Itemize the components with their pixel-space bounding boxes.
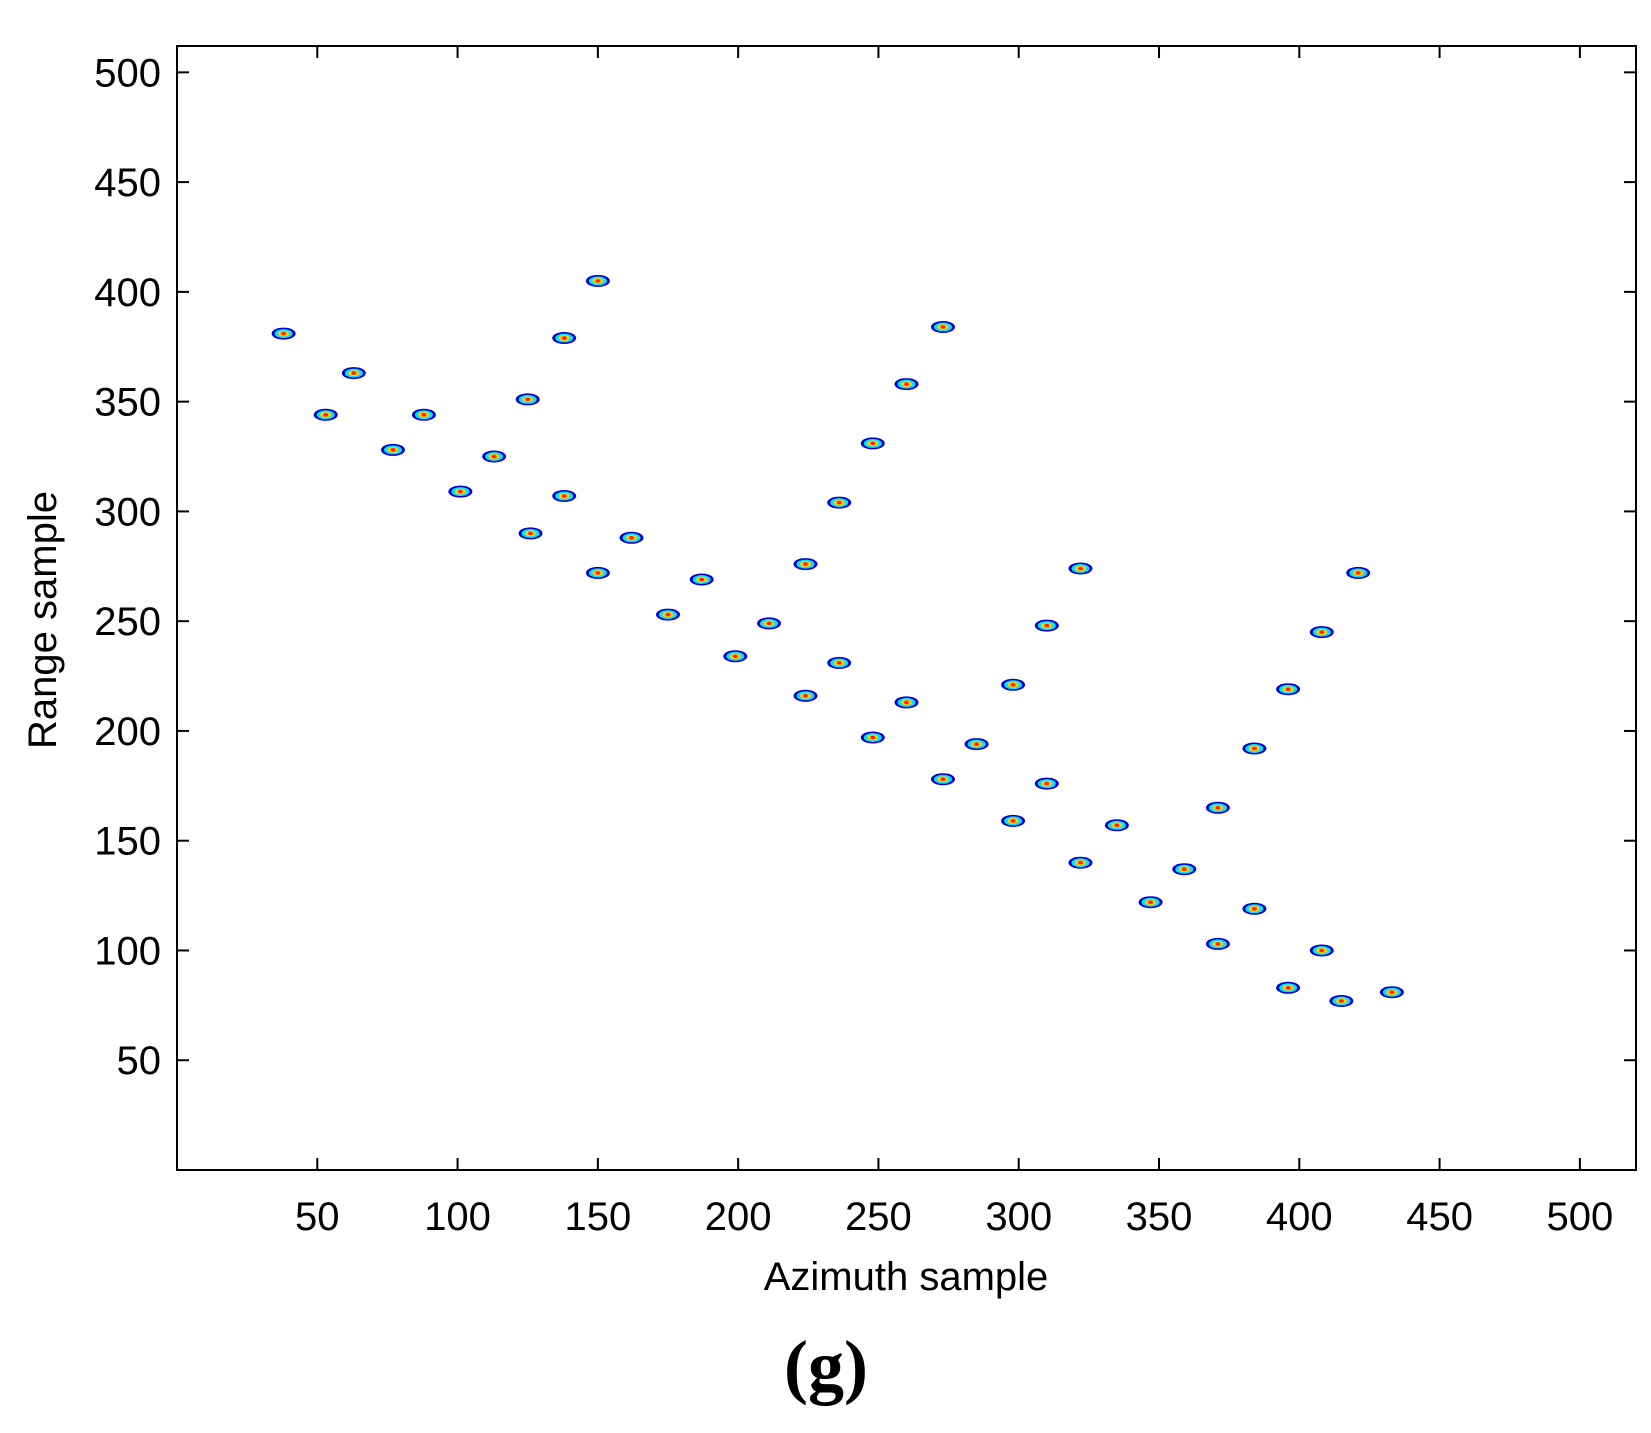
data-point bbox=[1068, 856, 1093, 869]
data-point bbox=[552, 332, 577, 344]
x-tick-label: 300 bbox=[985, 1195, 1052, 1239]
data-point bbox=[894, 696, 919, 709]
x-tick-label: 350 bbox=[1126, 1195, 1193, 1239]
y-axis-label: Range sample bbox=[21, 491, 65, 749]
data-point bbox=[585, 274, 610, 287]
data-point bbox=[271, 327, 296, 340]
data-point bbox=[793, 689, 818, 702]
x-axis-ticks: 50 100 150 200 250 300 350 400 450 500 bbox=[295, 46, 1613, 1239]
data-point bbox=[1276, 981, 1301, 994]
data-point bbox=[827, 656, 852, 669]
data-point bbox=[1276, 683, 1301, 696]
data-point bbox=[689, 573, 714, 586]
y-tick-label: 50 bbox=[117, 1039, 162, 1083]
data-point bbox=[411, 408, 436, 421]
x-tick-label: 250 bbox=[845, 1195, 912, 1239]
data-point bbox=[552, 490, 577, 502]
data-point bbox=[341, 367, 366, 380]
y-tick-label: 100 bbox=[94, 929, 161, 973]
data-point bbox=[1034, 777, 1059, 790]
data-point bbox=[515, 393, 540, 406]
data-point bbox=[1172, 863, 1197, 876]
data-point bbox=[1309, 626, 1334, 639]
plot-area bbox=[176, 45, 1637, 1171]
x-tick-label: 500 bbox=[1547, 1195, 1614, 1239]
data-point bbox=[894, 378, 919, 391]
data-point bbox=[619, 531, 644, 544]
x-tick-label: 400 bbox=[1266, 1195, 1333, 1239]
data-point bbox=[1001, 678, 1026, 691]
data-point bbox=[482, 450, 507, 463]
data-point bbox=[931, 773, 955, 786]
x-tick-label: 50 bbox=[295, 1195, 340, 1239]
scatter-points bbox=[271, 274, 1404, 1007]
data-point bbox=[1242, 742, 1267, 755]
data-point bbox=[1138, 896, 1163, 909]
data-point bbox=[827, 496, 852, 509]
data-point bbox=[793, 558, 818, 571]
data-point bbox=[1034, 619, 1059, 632]
data-point bbox=[448, 485, 473, 498]
y-axis-ticks: 50 100 150 200 250 300 350 400 450 500 bbox=[94, 51, 1636, 1083]
y-tick-label: 400 bbox=[94, 271, 161, 315]
y-tick-label: 300 bbox=[94, 490, 161, 534]
y-tick-label: 450 bbox=[94, 161, 161, 205]
panel-label: (g) bbox=[784, 1326, 868, 1406]
x-tick-label: 450 bbox=[1406, 1195, 1473, 1239]
data-point bbox=[313, 408, 338, 421]
data-point bbox=[1329, 995, 1354, 1007]
data-point bbox=[1068, 562, 1093, 575]
y-tick-label: 350 bbox=[94, 381, 161, 425]
data-point bbox=[1205, 801, 1230, 814]
data-point bbox=[723, 650, 748, 663]
data-point bbox=[1309, 944, 1334, 957]
data-point bbox=[656, 608, 680, 621]
data-point bbox=[1242, 902, 1267, 915]
data-point bbox=[931, 321, 955, 333]
x-tick-label: 100 bbox=[424, 1195, 491, 1239]
x-tick-label: 200 bbox=[705, 1195, 772, 1239]
data-point bbox=[860, 437, 885, 450]
x-tick-label: 150 bbox=[564, 1195, 631, 1239]
data-point bbox=[585, 566, 610, 579]
y-tick-label: 500 bbox=[94, 51, 161, 95]
data-point bbox=[757, 617, 781, 630]
data-point bbox=[964, 738, 989, 751]
y-tick-label: 200 bbox=[94, 710, 161, 754]
data-point bbox=[1346, 566, 1371, 579]
x-axis-label: Azimuth sample bbox=[764, 1255, 1049, 1299]
data-point bbox=[1205, 937, 1230, 950]
data-point bbox=[860, 731, 885, 744]
data-point bbox=[1379, 986, 1404, 999]
data-point bbox=[1104, 819, 1129, 832]
y-tick-label: 150 bbox=[94, 820, 161, 864]
data-point bbox=[381, 443, 405, 456]
y-tick-label: 250 bbox=[94, 600, 161, 644]
data-point bbox=[1001, 814, 1026, 827]
data-point bbox=[518, 527, 543, 540]
